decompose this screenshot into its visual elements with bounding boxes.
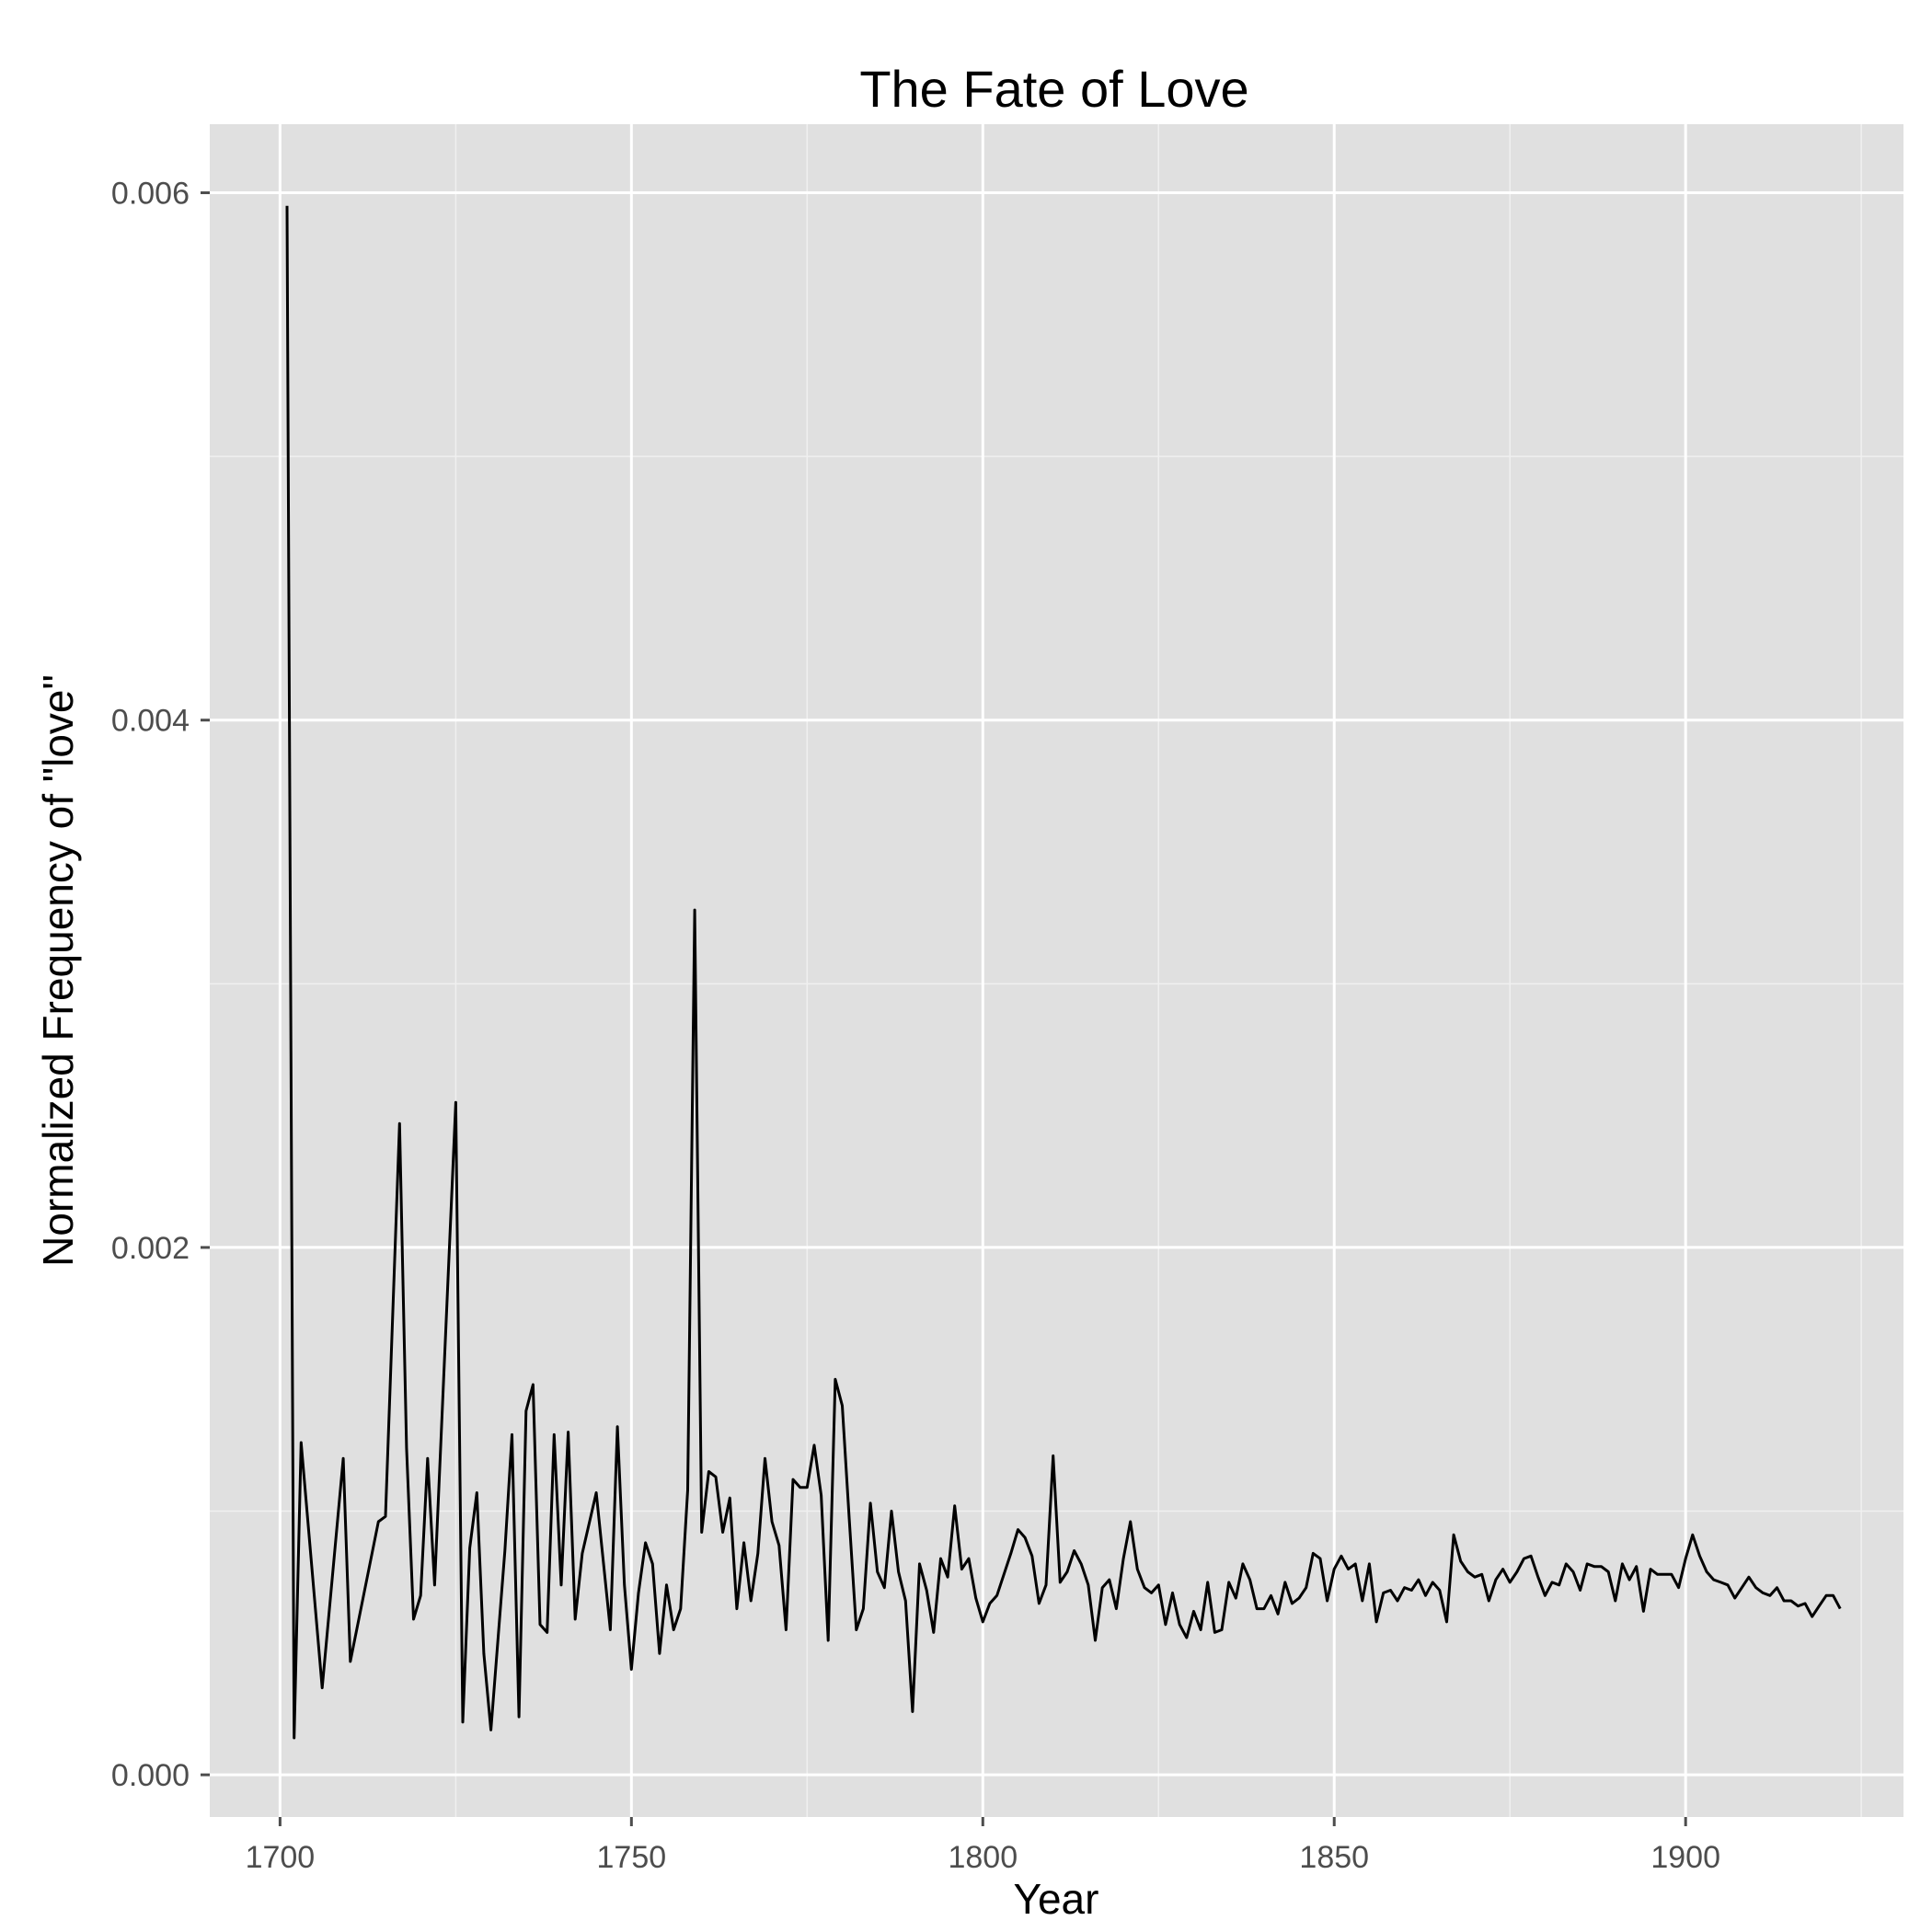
x-tick-label: 1900 bbox=[1650, 1840, 1720, 1875]
x-tick-label: 1700 bbox=[246, 1840, 316, 1875]
y-tick-label: 0.006 bbox=[111, 177, 190, 212]
y-tick-label: 0.004 bbox=[111, 704, 190, 739]
x-axis-ticks: 1700 1750 1800 1850 1900 bbox=[246, 1817, 1720, 1875]
y-axis-ticks: 0.000 0.002 0.004 0.006 bbox=[111, 177, 210, 1793]
chart-title: The Fate of Love bbox=[859, 60, 1248, 118]
x-tick-label: 1850 bbox=[1299, 1840, 1369, 1875]
major-gridlines bbox=[210, 124, 1903, 1817]
y-tick-label: 0.002 bbox=[111, 1231, 190, 1266]
series-line bbox=[285, 205, 1842, 1740]
x-tick-label: 1750 bbox=[597, 1840, 667, 1875]
x-axis-title: Year bbox=[1014, 1875, 1099, 1923]
y-axis-title: Normalized Frequency of "love" bbox=[34, 674, 82, 1267]
y-tick-label: 0.000 bbox=[111, 1758, 190, 1793]
x-tick-label: 1800 bbox=[948, 1840, 1018, 1875]
plot-panel bbox=[210, 124, 1903, 1817]
